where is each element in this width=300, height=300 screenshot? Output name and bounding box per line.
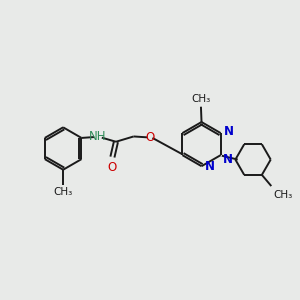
Text: CH₃: CH₃ [273,190,292,200]
Text: CH₃: CH₃ [53,188,73,197]
Text: O: O [107,160,116,174]
Text: N: N [224,125,234,138]
Text: N: N [205,160,214,173]
Text: O: O [145,131,154,144]
Text: CH₃: CH₃ [191,94,211,104]
Text: N: N [222,153,233,166]
Text: NH: NH [89,130,106,143]
